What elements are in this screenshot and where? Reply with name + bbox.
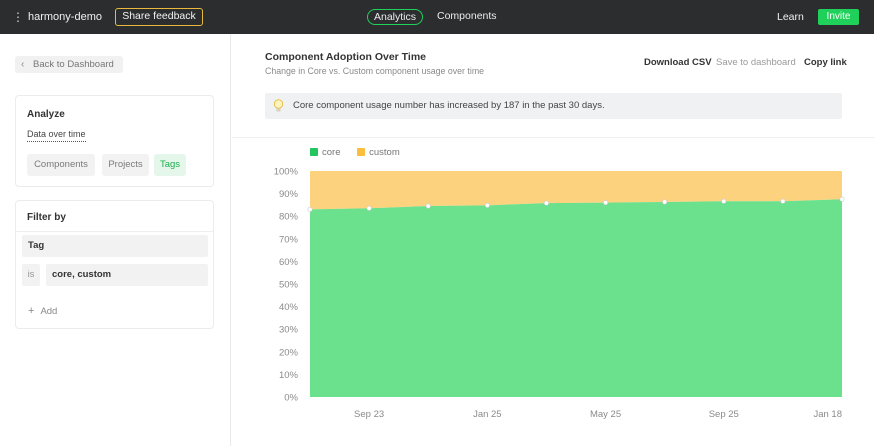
filter-value-select[interactable]: core, custom — [46, 264, 208, 286]
chart-title: Component Adoption Over Time — [265, 51, 427, 63]
data-point-core — [307, 206, 313, 212]
legend-label-custom: custom — [369, 147, 400, 158]
area-core — [310, 199, 842, 397]
lightbulb-icon — [273, 99, 284, 112]
legend-swatch-core — [310, 148, 318, 156]
main-panel: Component Adoption Over Time Change in C… — [232, 34, 874, 446]
area-custom — [310, 171, 842, 210]
y-tick-label: 100% — [274, 167, 299, 178]
data-point-core — [721, 198, 727, 204]
data-point-core — [484, 202, 490, 208]
kebab-icon[interactable]: ⋮ — [12, 10, 24, 24]
add-filter-button[interactable]: + Add — [28, 305, 57, 317]
invite-button[interactable]: Invite — [818, 9, 859, 25]
plus-icon: + — [28, 305, 35, 317]
chip-tags[interactable]: Tags — [154, 154, 186, 176]
analyze-card: Analyze Data over time Components Projec… — [15, 95, 214, 187]
share-feedback-button[interactable]: Share feedback — [115, 8, 203, 26]
add-filter-label: Add — [40, 306, 58, 317]
y-tick-label: 50% — [279, 280, 299, 291]
data-point-core — [366, 205, 372, 211]
legend-label-core: core — [322, 147, 341, 158]
insight-banner: Core component usage number has increase… — [265, 93, 842, 119]
legend-item-core[interactable]: core — [310, 147, 340, 158]
left-panel: ‹ Back to Dashboard Analyze Data over ti… — [0, 34, 231, 446]
filter-title: Filter by — [27, 212, 66, 223]
download-csv-button[interactable]: Download CSV — [644, 57, 712, 68]
y-tick-label: 80% — [279, 212, 299, 223]
nav-tab-analytics[interactable]: Analytics — [367, 9, 423, 25]
y-tick-label: 60% — [279, 257, 299, 268]
x-tick-label: Sep 25 — [709, 409, 739, 420]
divider — [232, 137, 874, 138]
filter-field-select[interactable]: Tag — [22, 235, 208, 257]
filter-operator[interactable]: is — [22, 264, 40, 286]
x-tick-label: Jan 18 — [813, 409, 842, 420]
data-point-core — [425, 203, 431, 209]
data-point-core — [662, 199, 668, 205]
y-tick-label: 90% — [279, 189, 299, 200]
x-tick-label: Jan 25 — [473, 409, 502, 420]
legend-swatch-custom — [357, 148, 366, 156]
top-bar: ⋮ harmony-demo Share feedback Analytics … — [0, 0, 874, 34]
y-tick-label: 20% — [279, 347, 299, 358]
copy-link-button[interactable]: Copy link — [804, 57, 847, 68]
chip-components[interactable]: Components — [27, 154, 95, 176]
y-tick-label: 70% — [279, 234, 299, 245]
analyze-title: Analyze — [27, 109, 65, 120]
adoption-area-chart: 0% 10% 20% 30% 40% 50% 60% 70% 80% 90% 100% Sep 23 J… — [274, 167, 845, 420]
learn-link[interactable]: Learn — [777, 11, 804, 23]
nav-tab-components[interactable]: Components — [437, 10, 497, 22]
filter-card: Filter by Tag is core, custom + Add — [15, 200, 214, 329]
app-name[interactable]: harmony-demo — [28, 11, 102, 23]
divider — [16, 231, 213, 232]
data-point-core — [839, 196, 845, 202]
chart-legend: core custom — [310, 147, 414, 158]
chevron-left-icon: ‹ — [21, 59, 25, 70]
insight-text: Core component usage number has increase… — [293, 100, 605, 111]
analyze-mode-selector[interactable]: Data over time — [27, 129, 86, 142]
x-tick-label: May 25 — [590, 409, 621, 420]
data-point-core — [780, 198, 786, 204]
save-to-dashboard-button[interactable]: Save to dashboard — [716, 57, 796, 68]
y-tick-label: 0% — [284, 393, 298, 404]
y-tick-label: 30% — [279, 325, 299, 336]
chart-subtitle: Change in Core vs. Custom component usag… — [265, 66, 485, 76]
chip-projects[interactable]: Projects — [102, 154, 149, 176]
back-to-dashboard-button[interactable]: ‹ Back to Dashboard — [15, 56, 123, 73]
x-tick-label: Sep 23 — [354, 409, 384, 420]
y-tick-label: 40% — [279, 302, 299, 313]
data-point-core — [543, 200, 549, 206]
y-tick-label: 10% — [279, 370, 299, 381]
legend-item-custom[interactable]: custom — [357, 147, 400, 158]
back-button-label: Back to Dashboard — [33, 59, 114, 70]
data-point-core — [603, 200, 609, 206]
